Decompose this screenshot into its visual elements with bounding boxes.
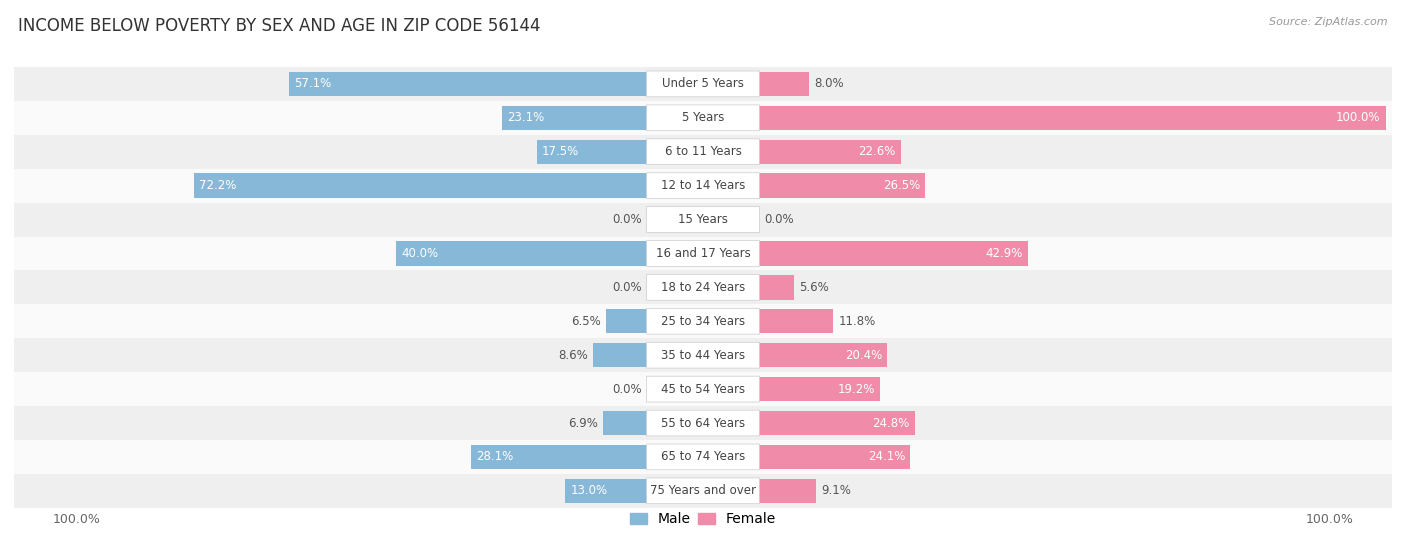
Bar [290, 72, 647, 96]
Text: 28.1%: 28.1% [475, 450, 513, 463]
FancyBboxPatch shape [647, 139, 759, 165]
Legend: Male, Female: Male, Female [624, 507, 782, 532]
FancyBboxPatch shape [647, 444, 759, 470]
Text: 16 and 17 Years: 16 and 17 Years [655, 247, 751, 260]
Text: 0.0%: 0.0% [765, 213, 794, 226]
FancyBboxPatch shape [647, 275, 759, 300]
Bar [537, 140, 647, 164]
Text: Under 5 Years: Under 5 Years [662, 78, 744, 90]
FancyBboxPatch shape [647, 105, 759, 131]
Bar [759, 72, 810, 96]
Text: 55 to 64 Years: 55 to 64 Years [661, 416, 745, 430]
Text: 35 to 44 Years: 35 to 44 Years [661, 349, 745, 362]
FancyBboxPatch shape [647, 240, 759, 266]
Bar [606, 309, 647, 334]
Text: 13.0%: 13.0% [571, 484, 607, 497]
Text: 65 to 74 Years: 65 to 74 Years [661, 450, 745, 463]
Bar [14, 372, 1392, 406]
Bar [603, 411, 647, 435]
Text: 24.8%: 24.8% [873, 416, 910, 430]
Bar [759, 140, 901, 164]
FancyBboxPatch shape [647, 206, 759, 233]
Text: INCOME BELOW POVERTY BY SEX AND AGE IN ZIP CODE 56144: INCOME BELOW POVERTY BY SEX AND AGE IN Z… [18, 17, 541, 35]
Bar [14, 406, 1392, 440]
Text: 0.0%: 0.0% [612, 383, 641, 396]
Bar [14, 474, 1392, 508]
Bar [658, 208, 703, 232]
FancyBboxPatch shape [647, 342, 759, 368]
Bar [14, 440, 1392, 474]
Bar [759, 377, 880, 401]
Text: 17.5%: 17.5% [543, 145, 579, 158]
Bar [14, 101, 1392, 135]
Bar [502, 105, 647, 130]
Text: 45 to 54 Years: 45 to 54 Years [661, 383, 745, 396]
Text: 11.8%: 11.8% [838, 315, 876, 328]
Bar [14, 203, 1392, 237]
Text: 22.6%: 22.6% [859, 145, 896, 158]
Bar [759, 309, 834, 334]
Bar [759, 445, 910, 469]
Bar [759, 275, 794, 300]
Bar [471, 445, 647, 469]
Bar [14, 237, 1392, 271]
Text: 6.9%: 6.9% [568, 416, 599, 430]
Text: 19.2%: 19.2% [837, 383, 875, 396]
Bar [14, 169, 1392, 203]
Text: 57.1%: 57.1% [294, 78, 332, 90]
Bar [759, 343, 887, 367]
FancyBboxPatch shape [647, 410, 759, 436]
Text: 100.0%: 100.0% [1336, 112, 1381, 124]
Text: 15 Years: 15 Years [678, 213, 728, 226]
Text: 72.2%: 72.2% [200, 179, 236, 192]
Text: 75 Years and over: 75 Years and over [650, 484, 756, 497]
Bar [14, 135, 1392, 169]
Bar [703, 208, 748, 232]
FancyBboxPatch shape [647, 309, 759, 334]
Text: 25 to 34 Years: 25 to 34 Years [661, 315, 745, 328]
Bar [14, 338, 1392, 372]
Text: 42.9%: 42.9% [986, 247, 1024, 260]
Text: 9.1%: 9.1% [821, 484, 851, 497]
Text: 6 to 11 Years: 6 to 11 Years [665, 145, 741, 158]
Text: 0.0%: 0.0% [612, 213, 641, 226]
Text: 12 to 14 Years: 12 to 14 Years [661, 179, 745, 192]
FancyBboxPatch shape [647, 376, 759, 402]
Bar [14, 271, 1392, 304]
Bar [658, 275, 703, 300]
Text: 26.5%: 26.5% [883, 179, 921, 192]
Text: 6.5%: 6.5% [571, 315, 600, 328]
FancyBboxPatch shape [647, 71, 759, 97]
Bar [593, 343, 647, 367]
Bar [759, 479, 817, 503]
Bar [759, 411, 915, 435]
Text: 20.4%: 20.4% [845, 349, 882, 362]
Bar [14, 304, 1392, 338]
Text: 23.1%: 23.1% [508, 112, 544, 124]
Text: 24.1%: 24.1% [868, 450, 905, 463]
Text: 40.0%: 40.0% [401, 247, 439, 260]
Bar [194, 174, 647, 198]
Bar [658, 377, 703, 401]
Text: 8.6%: 8.6% [558, 349, 588, 362]
Bar [759, 174, 925, 198]
Bar [759, 241, 1028, 266]
FancyBboxPatch shape [647, 478, 759, 504]
Bar [759, 105, 1386, 130]
Text: 5.6%: 5.6% [800, 281, 830, 294]
FancyBboxPatch shape [647, 173, 759, 199]
Text: 18 to 24 Years: 18 to 24 Years [661, 281, 745, 294]
Text: 0.0%: 0.0% [612, 281, 641, 294]
Bar [565, 479, 647, 503]
Text: 5 Years: 5 Years [682, 112, 724, 124]
Bar [396, 241, 647, 266]
Text: Source: ZipAtlas.com: Source: ZipAtlas.com [1270, 17, 1388, 27]
Text: 8.0%: 8.0% [814, 78, 844, 90]
Bar [14, 67, 1392, 101]
